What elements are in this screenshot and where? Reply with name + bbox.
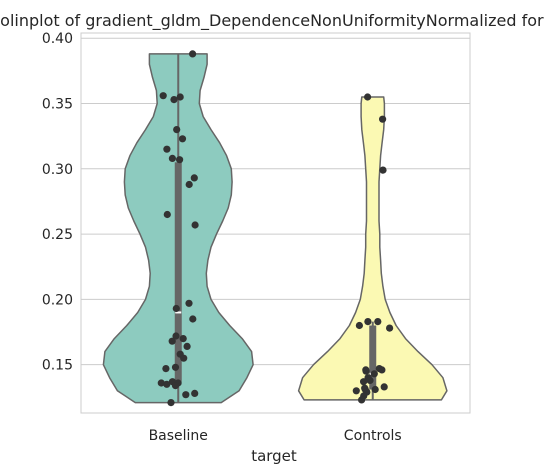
data-point <box>378 366 386 374</box>
data-point <box>176 93 184 101</box>
data-point <box>191 389 199 397</box>
y-axis-ticks: 0.15 0.20 0.25 0.30 0.35 0.40 <box>42 31 73 373</box>
y-tick-label: 0.25 <box>42 227 73 243</box>
data-point <box>162 365 170 373</box>
data-point <box>364 318 372 326</box>
data-point <box>180 354 188 362</box>
data-point <box>374 318 382 326</box>
data-point <box>163 145 171 153</box>
data-point <box>379 115 387 123</box>
data-point <box>168 337 176 345</box>
data-point <box>355 321 363 330</box>
data-point <box>176 156 184 164</box>
data-point <box>173 126 181 134</box>
data-point <box>159 92 167 100</box>
data-points <box>157 50 394 407</box>
data-point <box>358 396 366 404</box>
plot-area <box>80 32 471 414</box>
violins <box>102 53 448 404</box>
data-point <box>362 367 370 375</box>
data-point <box>352 387 360 395</box>
y-tick-label: 0.30 <box>42 162 73 178</box>
data-point <box>185 299 193 307</box>
data-point <box>182 391 190 399</box>
x-tick-label: Controls <box>344 428 402 444</box>
violin-controls <box>297 96 448 401</box>
data-point <box>163 210 171 219</box>
data-point <box>191 221 199 229</box>
y-tick-label: 0.20 <box>42 292 73 308</box>
box-iqr <box>369 325 377 390</box>
x-axis-ticks: Baseline Controls <box>149 428 402 444</box>
data-point <box>366 376 374 384</box>
data-point <box>371 385 379 394</box>
data-point <box>360 378 368 386</box>
data-point <box>168 154 176 162</box>
x-axis-label: target <box>251 447 297 465</box>
x-tick-label: Baseline <box>149 428 208 444</box>
data-point <box>190 174 198 182</box>
data-point <box>364 93 372 101</box>
data-point <box>370 370 378 378</box>
y-tick-label: 0.35 <box>42 97 73 113</box>
y-tick-label: 0.15 <box>42 358 73 374</box>
data-point <box>163 380 171 388</box>
data-point <box>185 180 193 189</box>
data-point <box>170 96 178 104</box>
data-point <box>189 315 197 323</box>
data-point <box>386 324 394 332</box>
data-point <box>171 363 180 371</box>
y-tick-label: 0.40 <box>42 31 73 47</box>
data-point <box>167 399 175 407</box>
data-point <box>183 342 191 350</box>
data-point <box>379 166 387 174</box>
data-point <box>157 379 165 387</box>
data-point <box>172 332 180 340</box>
data-point <box>178 135 187 143</box>
data-point <box>380 383 388 391</box>
box-iqr <box>174 162 182 382</box>
data-point <box>171 382 180 390</box>
chart-title: Violinplot of gradient_gldm_DependenceNo… <box>0 11 548 31</box>
data-point <box>179 335 187 343</box>
data-point <box>189 50 197 58</box>
data-point <box>172 304 180 313</box>
